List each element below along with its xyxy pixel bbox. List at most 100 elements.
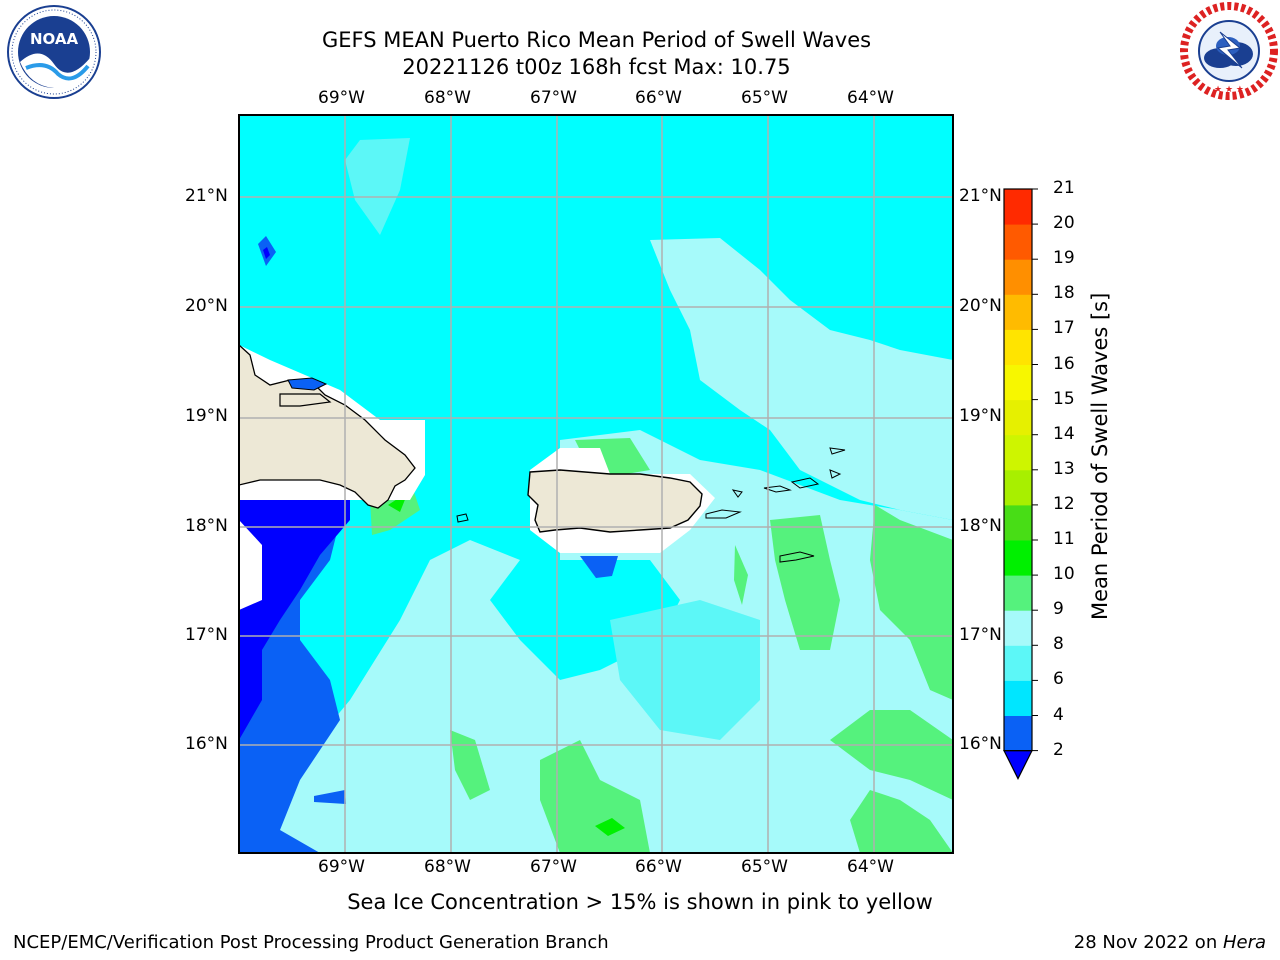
colorbar-under-triangle: [1003, 750, 1033, 780]
noaa-logo: NOAA: [7, 5, 101, 99]
period-8-9-east: [650, 238, 953, 520]
tortola-island: [790, 477, 820, 489]
lat-label-right-16n: 16°N: [959, 734, 1002, 754]
colorbar-segment: [1004, 575, 1032, 611]
colorbar-segment: [1004, 610, 1032, 646]
hispaniola-land: [239, 344, 416, 509]
colorbar-tick-label: 9: [1053, 599, 1064, 620]
lon-label-top-67w: 67°W: [530, 88, 577, 108]
lat-label-left-20n: 20°N: [185, 296, 228, 316]
colorbar-tick-label: 16: [1053, 353, 1075, 374]
footer-date-text: 28 Nov 2022 on: [1073, 932, 1223, 953]
hispaniola-peninsula: [279, 393, 332, 407]
period-2-4-spot: [314, 790, 346, 804]
colorbar-segment: [1004, 259, 1032, 295]
nws-logo: ★ ★ ★: [1180, 2, 1278, 100]
colorbar-segment: [1004, 434, 1032, 471]
period-6-8-patch-north: [345, 138, 410, 235]
colorbar-tick-label: 12: [1053, 493, 1075, 514]
colorbar-segment: [1004, 294, 1032, 330]
culebra-island: [731, 489, 743, 498]
colorbar-segment: [1004, 504, 1032, 541]
footer-branch: NCEP/EMC/Verification Post Processing Pr…: [13, 932, 609, 953]
svg-text:★ ★ ★: ★ ★ ★: [1214, 85, 1244, 95]
colorbar-axis-label: Mean Period of Swell Waves [s]: [1088, 292, 1112, 620]
colorbar-tick-label: 2: [1053, 739, 1064, 760]
colorbar-tick-label: 14: [1053, 423, 1075, 444]
lon-label-bottom-64w: 64°W: [847, 857, 894, 877]
mona-island: [456, 513, 469, 523]
footer-date: 28 Nov 2022 on Hera: [1074, 932, 1266, 953]
colorbar-tick-label: 6: [1053, 669, 1064, 690]
colorbar-tick-label: 10: [1053, 564, 1075, 585]
period-9-10-east-1: [770, 515, 840, 650]
period-9-10-sw-2: [540, 740, 650, 853]
samana-bay: [287, 377, 328, 391]
puerto-rico-land: [527, 469, 703, 533]
vieques-island: [705, 509, 742, 519]
footer-host: Hera: [1222, 932, 1266, 953]
colorbar-tick-label: 8: [1053, 634, 1064, 655]
nodata-southwest: [239, 520, 262, 610]
colorbar-segment: [1004, 645, 1032, 681]
period-9-10-east-3: [830, 710, 953, 800]
period-10-11-spot: [595, 818, 625, 836]
period-2-4-south-pr: [580, 556, 618, 578]
period-9-10-islet-1: [734, 545, 748, 605]
period-below-2-northwest: [263, 247, 270, 259]
lon-label-bottom-68w: 68°W: [424, 857, 471, 877]
noaa-logo-text: NOAA: [30, 30, 79, 48]
colorbar: [1003, 188, 1038, 780]
small-island: [829, 447, 846, 455]
chart-title-line2: 20221126 t00z 168h fcst Max: 10.75: [402, 55, 791, 79]
colorbar-segment: [1004, 364, 1032, 401]
lat-label-right-19n: 19°N: [959, 406, 1002, 426]
period-below-2-west: [239, 500, 350, 740]
colorbar-segment: [1004, 469, 1032, 506]
lat-label-left-19n: 19°N: [185, 406, 228, 426]
lon-label-bottom-67w: 67°W: [530, 857, 577, 877]
lat-label-left-18n: 18°N: [185, 516, 228, 536]
period-9-10-east-2: [870, 505, 953, 700]
period-9-10-sw-1: [450, 730, 490, 800]
colorbar-segment: [1004, 399, 1032, 436]
colorbar-tick-label: 15: [1053, 388, 1075, 409]
lon-label-top-66w: 66°W: [635, 88, 682, 108]
lon-label-bottom-66w: 66°W: [635, 857, 682, 877]
st-croix-island: [779, 551, 815, 563]
colorbar-tick-label: 13: [1053, 458, 1075, 479]
colorbar-tick-label: 4: [1053, 704, 1064, 725]
colorbar-segment: [1004, 540, 1032, 576]
colorbar-segment: [1004, 680, 1032, 716]
lon-label-top-69w: 69°W: [318, 88, 365, 108]
colorbar-segment: [1004, 329, 1032, 365]
anegada-island: [829, 469, 842, 479]
map-gridlines: [239, 115, 953, 853]
lat-label-left-21n: 21°N: [185, 186, 228, 206]
period-6-8-patch-south: [610, 600, 760, 740]
colorbar-segment: [1004, 715, 1032, 752]
colorbar-segment: [1004, 189, 1032, 225]
lon-label-bottom-65w: 65°W: [741, 857, 788, 877]
colorbar-tick-label: 19: [1053, 248, 1075, 269]
colorbar-tick-label: 11: [1053, 529, 1075, 549]
lat-label-left-17n: 17°N: [185, 625, 228, 645]
swell-period-field: [239, 115, 953, 853]
lat-label-right-20n: 20°N: [959, 296, 1002, 316]
chart-title-line1: GEFS MEAN Puerto Rico Mean Period of Swe…: [321, 28, 872, 52]
sea-ice-note-row: Sea Ice Concentration > 15% is shown in …: [0, 890, 1280, 914]
lon-label-top-68w: 68°W: [424, 88, 471, 108]
st-thomas-island: [763, 485, 792, 493]
lon-label-top-64w: 64°W: [847, 88, 894, 108]
colorbar-tick-label: 17: [1053, 318, 1075, 339]
map-frame: [238, 114, 954, 854]
colorbar-tick-label: 21: [1053, 178, 1075, 198]
colorbar-tick-label: 20: [1053, 213, 1075, 234]
lat-label-right-21n: 21°N: [959, 186, 1002, 206]
colorbar-tick-label: 18: [1053, 283, 1075, 304]
period-9-10-east-4: [850, 790, 953, 853]
lat-label-left-16n: 16°N: [185, 734, 228, 754]
colorbar-segment: [1004, 224, 1032, 260]
sea-ice-note: Sea Ice Concentration > 15% is shown in …: [347, 890, 933, 914]
